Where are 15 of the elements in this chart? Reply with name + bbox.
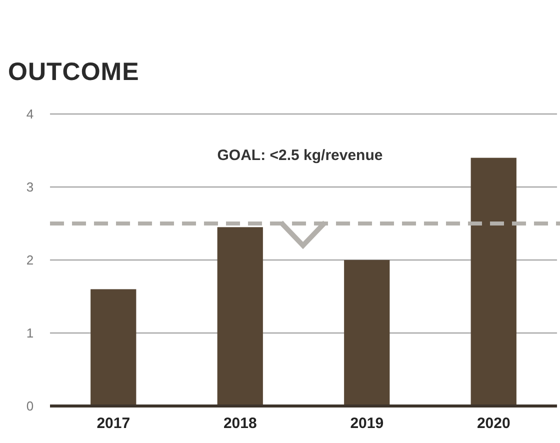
y-tick-label: 2 (26, 252, 34, 268)
y-tick-label: 3 (26, 180, 34, 195)
chart-title: OUTCOME (8, 58, 140, 86)
annotation: GOAL: <2.5 kg/revenue (217, 147, 383, 164)
x-tick-label: 2017 (96, 415, 130, 432)
x-tick-label: 2019 (350, 415, 384, 432)
bar (90, 289, 136, 406)
y-tick-label: 1 (26, 326, 34, 341)
x-tick-label: 2018 (223, 415, 257, 432)
y-tick-label: 4 (26, 106, 34, 122)
y-tick-label: 0 (26, 398, 34, 414)
bar (344, 260, 390, 406)
bar (217, 227, 263, 406)
x-tick-label: 2020 (476, 415, 510, 432)
bar (470, 158, 516, 406)
